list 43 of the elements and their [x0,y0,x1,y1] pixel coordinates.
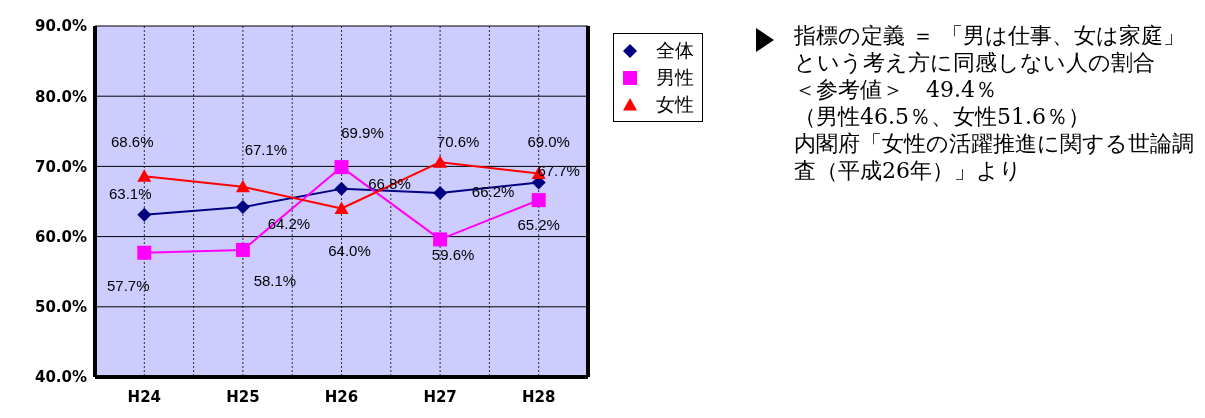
legend-label: 全体 [656,38,694,63]
x-tick-label: H28 [521,387,556,406]
point [137,169,152,182]
text: 内閣府「女性の活躍推進に関する世論調査（平成26年）」より [794,130,1195,184]
data-label: 66.2% [471,183,515,201]
data-label: 58.1% [253,271,297,289]
point [531,193,546,208]
point [334,181,349,196]
legend-label: 男性 [656,65,694,90]
point [433,186,448,201]
point [137,207,152,222]
y-tick-label: 70.0% [34,157,87,176]
point [433,232,448,247]
y-tick-label: 40.0% [34,368,87,387]
point [334,160,349,175]
x-tick-label: H26 [324,387,359,406]
y-tick-label: 50.0% [34,298,87,317]
data-label: 64.0% [328,242,371,260]
point [235,179,250,193]
data-label: 69.9% [341,124,384,142]
data-label: 70.6% [436,133,480,151]
data-label: 65.2% [517,216,560,234]
data-label: 68.6% [111,133,154,151]
data-label: 67.1% [244,140,288,158]
data-label: 63.1% [109,184,152,202]
point [334,201,349,215]
text: ＜参考値＞ 49.4％ [794,76,998,103]
data-label: 57.7% [107,276,150,294]
point [137,245,152,260]
y-tick-label: 60.0% [34,227,87,246]
data-label: 59.6% [431,246,475,264]
text: （男性46.5％、女性51.6％） [794,103,1091,130]
legend-label: 女性 [656,92,694,117]
text: 指標の定義 ＝ 「男は仕事、女は家庭」という考え方に同感しない人の割合 [794,22,1186,76]
x-tick-label: H27 [423,387,457,406]
x-tick-label: H24 [127,387,162,406]
y-tick-label: 80.0% [34,87,87,106]
point [235,242,250,257]
x-tick-label: H25 [226,387,260,406]
point [235,200,250,215]
data-label: 69.0% [527,133,570,151]
y-tick-label: 90.0% [34,17,87,36]
point [433,155,448,168]
